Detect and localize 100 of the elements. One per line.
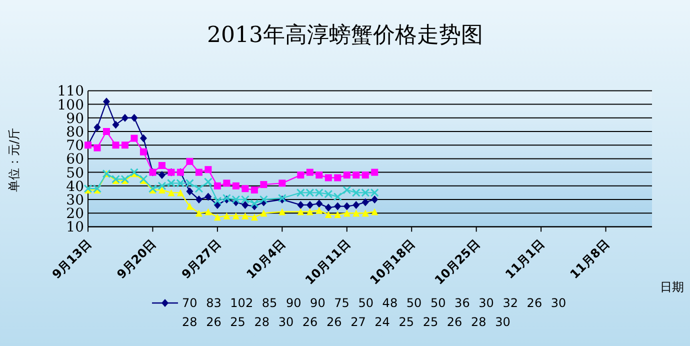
- point: [121, 114, 128, 122]
- point: [306, 168, 314, 176]
- point: [240, 195, 250, 204]
- point: [306, 188, 314, 197]
- point: [130, 134, 138, 142]
- point: [204, 178, 212, 186]
- point: [232, 182, 240, 190]
- x-tick-label: 11月8日: [567, 236, 612, 282]
- y-tick-label: 70: [66, 138, 84, 154]
- point: [112, 120, 120, 129]
- point: [195, 196, 202, 204]
- point: [352, 188, 360, 197]
- y-tick-label: 30: [66, 192, 84, 208]
- point: [94, 123, 101, 132]
- point: [214, 182, 221, 190]
- point: [250, 186, 258, 194]
- point: [343, 172, 350, 179]
- legend: 70 83 102 85 90 90 75 50 48 50 50 36 30 32 26 30 28 26 25 28 30 26 26 27 24 25 25 26 28 30: [152, 296, 566, 329]
- point: [361, 188, 370, 197]
- point: [352, 200, 360, 209]
- y-tick-label: 60: [66, 152, 84, 168]
- point: [371, 168, 378, 176]
- point: [242, 185, 249, 192]
- x-tick-label: 9月27日: [178, 236, 224, 282]
- point: [370, 188, 379, 197]
- point: [186, 158, 194, 165]
- point: [194, 184, 204, 193]
- point: [316, 172, 323, 179]
- point: [158, 186, 166, 194]
- point: [102, 128, 110, 135]
- point: [223, 180, 230, 187]
- point: [278, 208, 286, 216]
- point: [214, 214, 221, 221]
- x-axis-title: 日期: [660, 280, 684, 294]
- point: [362, 198, 369, 206]
- point: [297, 200, 304, 209]
- point: [324, 210, 332, 218]
- point: [166, 178, 176, 188]
- y-tick-label: 80: [66, 124, 84, 140]
- point: [232, 212, 240, 220]
- point: [333, 192, 342, 202]
- point: [186, 187, 194, 196]
- point: [176, 189, 184, 196]
- point: [324, 204, 332, 212]
- point: [102, 98, 110, 106]
- x-tick-label: 10月18日: [367, 236, 418, 288]
- x-tick-label: 10月4日: [244, 236, 288, 282]
- point: [343, 210, 350, 217]
- point: [250, 199, 259, 208]
- point: [362, 210, 369, 217]
- point: [130, 114, 138, 122]
- point: [260, 210, 268, 217]
- point: [232, 195, 240, 204]
- point: [314, 188, 324, 197]
- chart-title: 2013年高淳螃蟹价格走势图: [207, 23, 483, 48]
- point: [185, 178, 194, 188]
- point: [204, 166, 212, 174]
- y-tick-label: 110: [57, 84, 84, 100]
- point: [204, 208, 212, 216]
- point: [334, 202, 342, 210]
- point: [352, 210, 360, 217]
- y-axis-title: 单位：元/斤: [7, 128, 21, 192]
- point: [352, 172, 360, 179]
- point: [260, 181, 268, 188]
- point: [250, 214, 258, 221]
- point: [362, 172, 369, 179]
- y-tick-label: 10: [66, 220, 84, 236]
- point: [223, 212, 230, 220]
- point: [316, 200, 323, 208]
- point: [242, 200, 249, 209]
- point: [158, 182, 166, 190]
- point: [242, 212, 249, 220]
- point: [343, 202, 350, 210]
- point: [195, 210, 202, 217]
- y-tick-label: 100: [57, 97, 84, 114]
- point: [140, 148, 147, 156]
- point: [306, 208, 314, 216]
- point: [324, 190, 333, 198]
- point: [342, 186, 352, 194]
- point: [158, 171, 166, 180]
- point: [94, 144, 101, 152]
- point: [121, 142, 128, 149]
- x-tick-label: 10月11日: [302, 236, 354, 288]
- point: [334, 174, 342, 182]
- point: [297, 172, 304, 179]
- x-tick-label: 10月25日: [432, 236, 482, 288]
- x-tick-label: 11月1日: [502, 236, 548, 282]
- point: [306, 200, 314, 209]
- point: [195, 168, 202, 176]
- y-tick-label: 90: [66, 110, 84, 127]
- point: [259, 195, 268, 204]
- y-tick-label: 40: [66, 178, 84, 195]
- point: [112, 142, 120, 149]
- point: [324, 174, 332, 182]
- point: [204, 192, 212, 201]
- point: [186, 202, 194, 210]
- x-tick-label: 9月20日: [114, 236, 159, 282]
- y-tick-label: 50: [66, 165, 84, 182]
- point: [296, 188, 305, 197]
- x-tick-label: 9月13日: [50, 236, 94, 282]
